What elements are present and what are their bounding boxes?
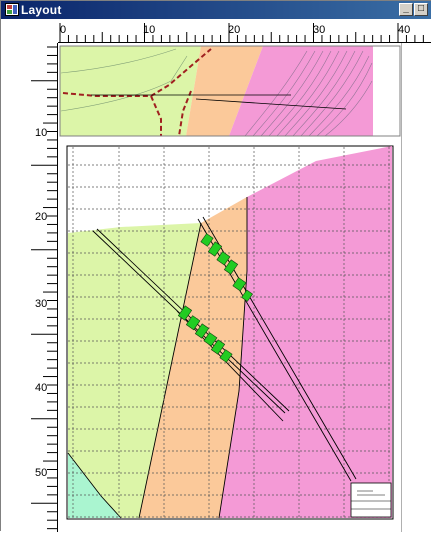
hruler-label-40: 40	[398, 24, 410, 36]
hruler-label-30: 30	[313, 24, 325, 36]
vruler-label-20: 20	[35, 211, 47, 223]
right-scroll-area[interactable]	[401, 43, 431, 532]
main-map[interactable]	[60, 139, 400, 525]
minimize-icon[interactable]: _	[399, 3, 413, 16]
map-title-block	[350, 482, 392, 518]
hruler-label-20: 20	[228, 24, 240, 36]
hruler-label-0: 0	[60, 24, 66, 36]
inset-map[interactable]	[59, 45, 401, 137]
vertical-ruler: 10 20 30 40 50	[1, 43, 58, 532]
maximize-icon[interactable]: □	[414, 3, 428, 16]
vruler-label-50: 50	[35, 467, 47, 479]
hruler-label-10: 10	[143, 24, 155, 36]
window-title: Layout	[21, 3, 62, 17]
vruler-label-30: 30	[35, 298, 47, 310]
horizontal-ruler: 0 10 20 30 40	[58, 19, 431, 43]
vruler-label-40: 40	[35, 382, 47, 394]
layout-page[interactable]	[58, 43, 402, 532]
layout-app-icon	[5, 3, 19, 16]
ruler-corner	[1, 19, 58, 43]
title-bar[interactable]: Layout _ □	[1, 1, 431, 19]
vruler-label-10: 10	[35, 127, 47, 139]
